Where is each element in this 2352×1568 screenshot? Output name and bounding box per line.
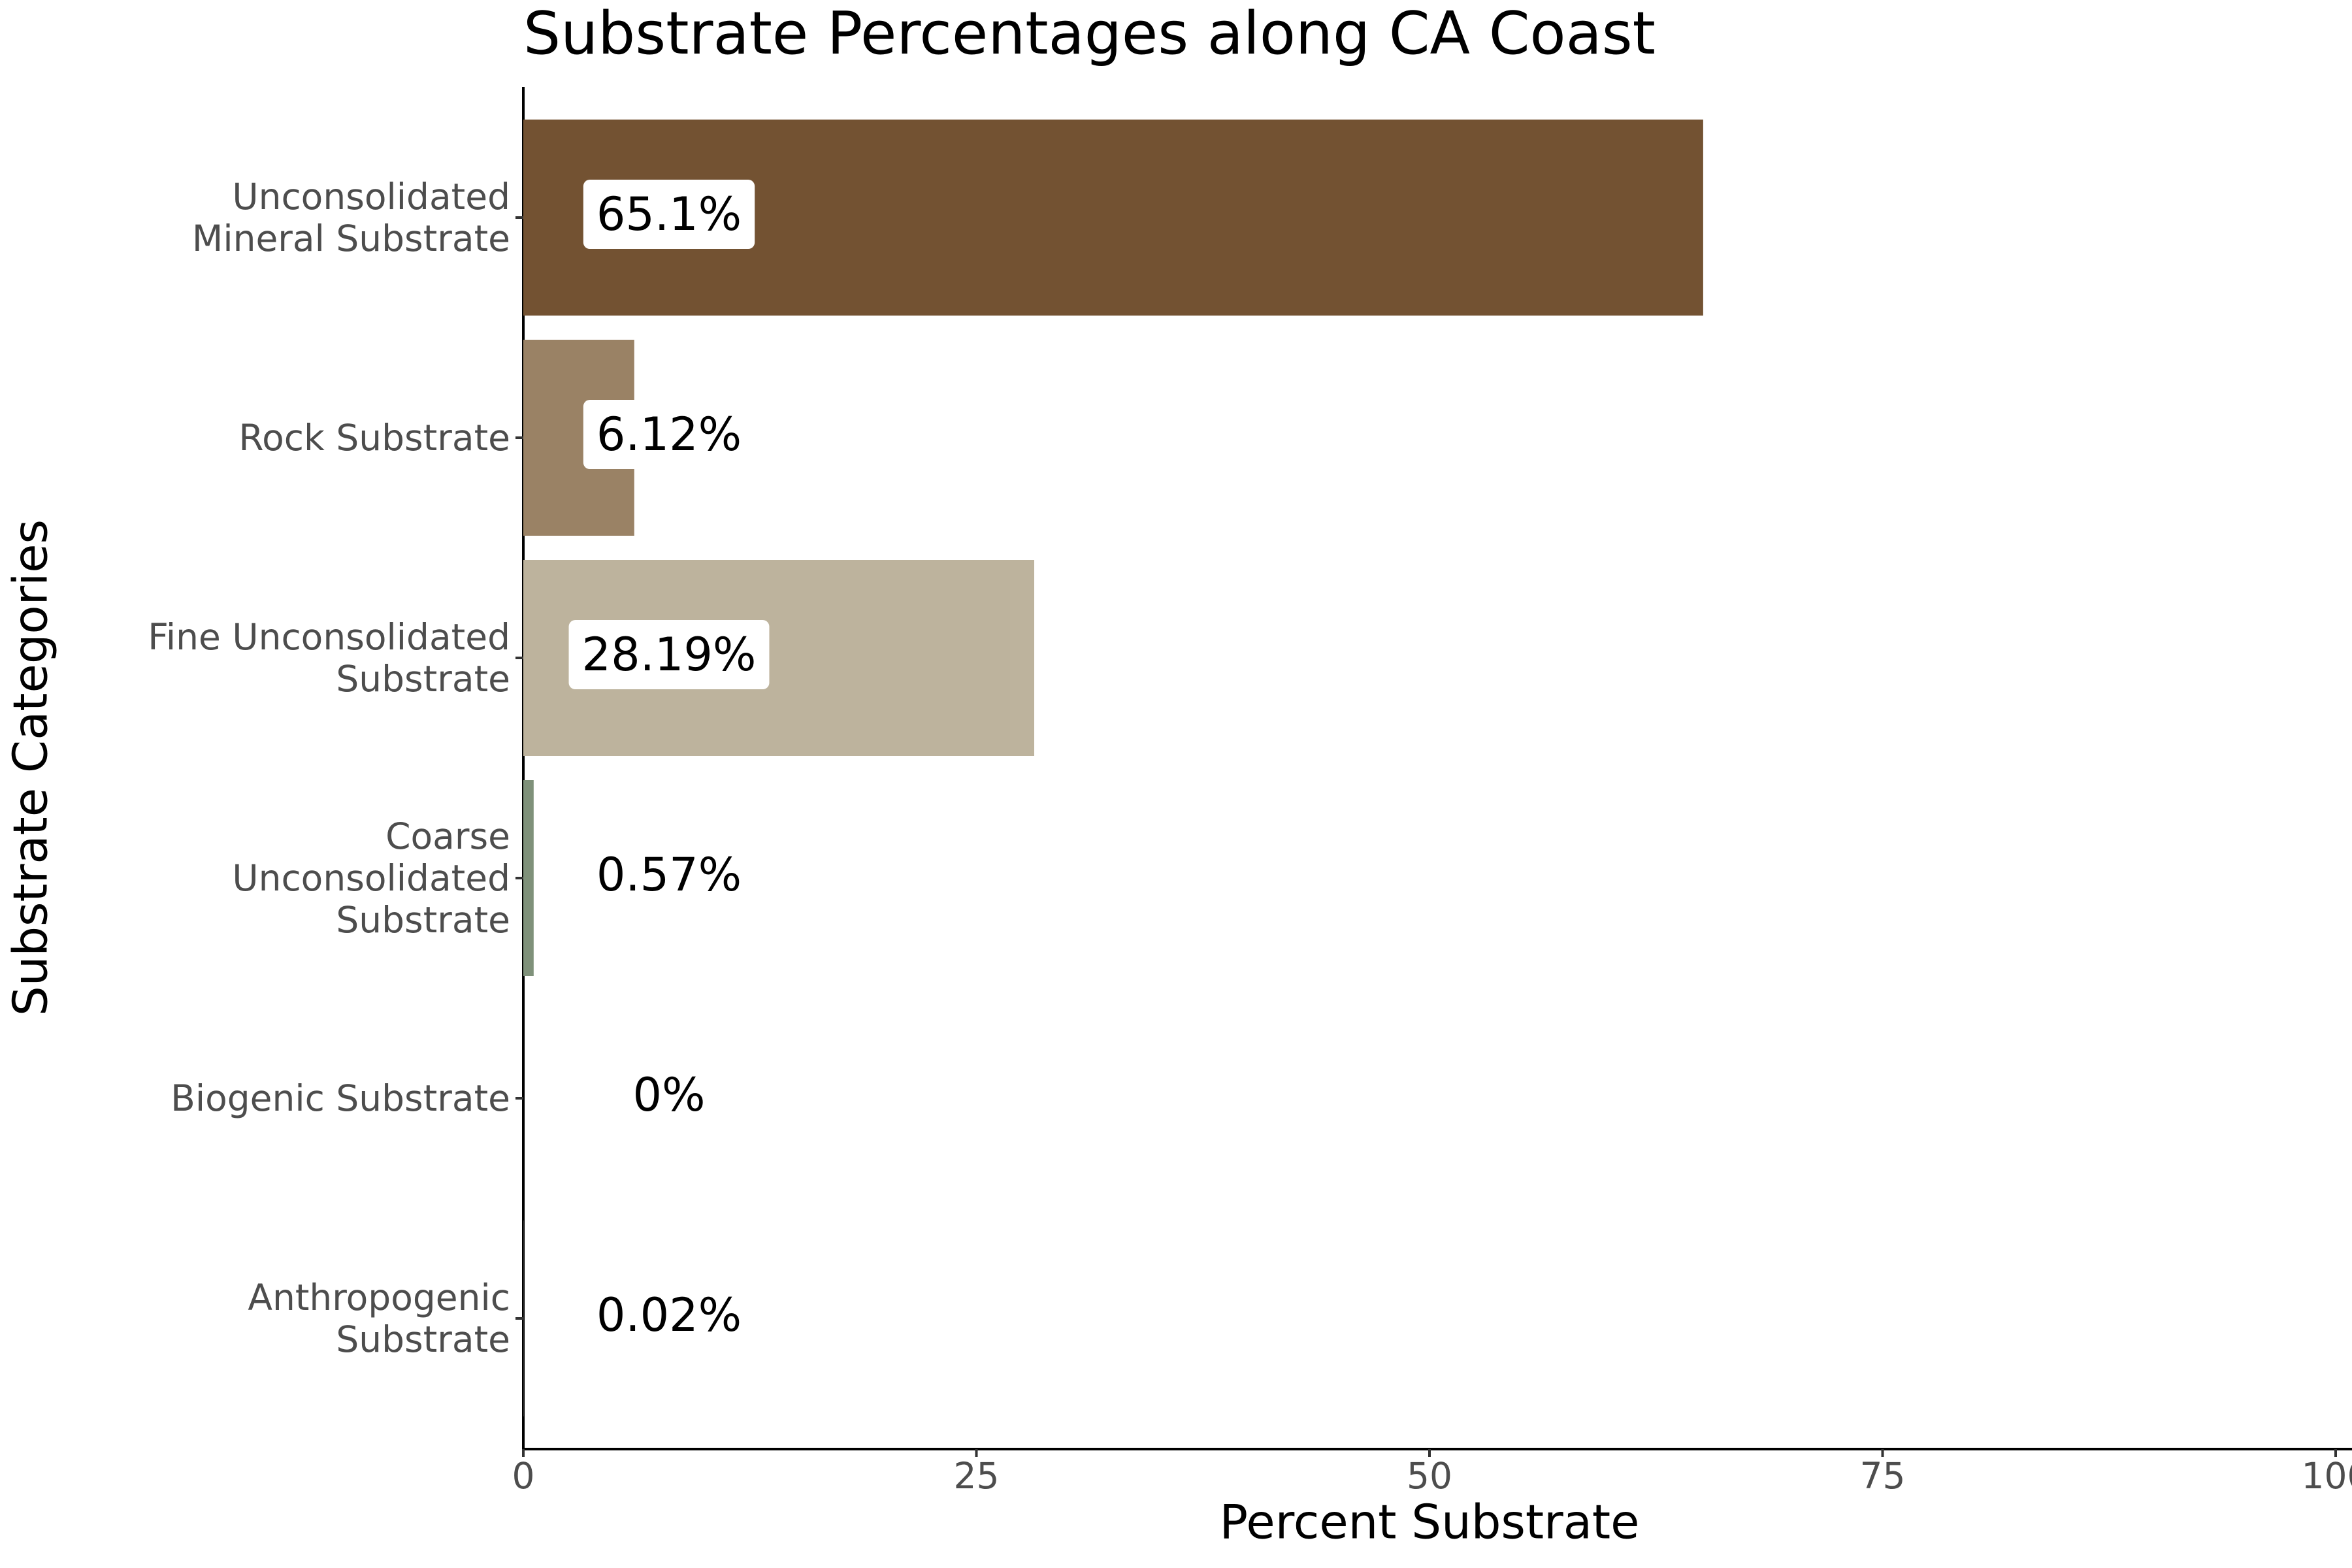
- y-tick-label: Coarse Unconsolidated Substrate: [232, 815, 510, 941]
- y-tick-label: Fine Unconsolidated Substrate: [148, 616, 510, 700]
- value-label: 65.1%: [596, 188, 742, 241]
- value-label-box: [568, 620, 770, 690]
- value-label-box: [583, 1281, 755, 1350]
- value-label-box: [583, 400, 755, 470]
- y-axis-title: Substrate Categories: [3, 519, 58, 1016]
- x-tick-label: 100: [2302, 1455, 2352, 1497]
- value-label: 0.02%: [596, 1288, 742, 1342]
- value-label: 0.57%: [596, 848, 742, 902]
- x-axis-title: Percent Substrate: [1220, 1495, 1640, 1550]
- y-tick-label: Anthropogenic Substrate: [248, 1277, 510, 1360]
- bar: [523, 1220, 524, 1416]
- x-tick-label: 50: [1407, 1455, 1452, 1497]
- x-tick-label: 0: [512, 1455, 535, 1497]
- y-tick-label: Rock Substrate: [238, 417, 510, 459]
- chart-title: Substrate Percentages along CA Coast: [523, 0, 1656, 68]
- value-label-box: [619, 1060, 719, 1130]
- value-label: 6.12%: [596, 408, 742, 461]
- bar: [523, 780, 534, 976]
- x-tick-label: 25: [954, 1455, 1000, 1497]
- value-label: 0%: [632, 1068, 705, 1122]
- value-label-box: [583, 840, 755, 910]
- x-tick-label: 75: [1860, 1455, 1906, 1497]
- y-tick-label: Biogenic Substrate: [171, 1077, 510, 1119]
- value-label: 28.19%: [582, 628, 757, 681]
- value-label-box: [583, 180, 755, 250]
- y-tick-label: Unconsolidated Mineral Substrate: [191, 176, 510, 259]
